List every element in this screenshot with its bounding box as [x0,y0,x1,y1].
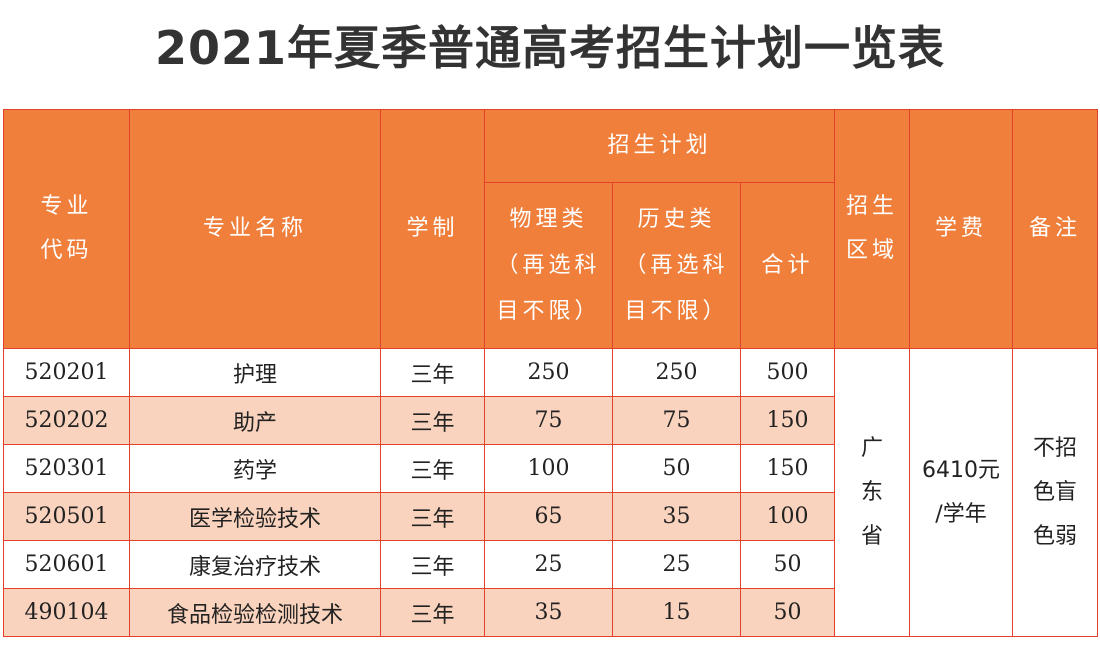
cell-code: 520201 [3,348,130,397]
cell-tuition: 6410元 /学年 [909,348,1014,637]
cell-total: 150 [739,396,836,445]
cell-code: 520301 [3,444,130,493]
cell-physics: 75 [484,396,613,445]
cell-history: 75 [612,396,741,445]
cell-name: 助产 [129,396,381,445]
table-row: 520601 康复治疗技术 三年 25 25 50 [3,540,1098,589]
cell-duration: 三年 [380,396,485,445]
header-major-code: 专业 代码 [3,109,130,349]
cell-history: 15 [612,588,741,637]
enrollment-plan-table: 专业 代码 专业名称 学制 招生计划 招生 区域 学费 备注 物理类 （再选科 … [3,109,1099,637]
cell-code: 520601 [3,540,130,589]
cell-name: 食品检验检测技术 [129,588,381,637]
cell-history: 35 [612,492,741,541]
cell-name: 康复治疗技术 [129,540,381,589]
header-region: 招生 区域 [834,109,911,349]
table-row: 490104 食品检验检测技术 三年 35 15 50 [3,588,1098,637]
header-tuition: 学费 [909,109,1014,349]
cell-total: 50 [739,540,836,589]
cell-physics: 65 [484,492,613,541]
page-title: 2021年夏季普通高考招生计划一览表 [154,21,946,75]
cell-total: 150 [739,444,836,493]
cell-code: 520501 [3,492,130,541]
cell-total: 50 [739,588,836,637]
header-enrollment-plan: 招生计划 [483,109,836,183]
cell-history: 25 [612,540,741,589]
table-row: 520202 助产 三年 75 75 150 [3,396,1098,445]
cell-duration: 三年 [380,492,485,541]
cell-physics: 25 [484,540,613,589]
cell-name: 护理 [129,348,381,397]
header-remarks: 备注 [1012,109,1099,349]
cell-duration: 三年 [380,444,485,493]
header-duration: 学制 [380,109,485,349]
header-physics: 物理类 （再选科 目不限） [484,182,613,349]
cell-name: 药学 [129,444,381,493]
cell-code: 520202 [3,396,130,445]
cell-duration: 三年 [380,348,485,397]
cell-duration: 三年 [380,540,485,589]
header-history: 历史类 （再选科 目不限） [612,182,741,349]
header-total: 合计 [739,182,836,349]
cell-duration: 三年 [380,588,485,637]
cell-history: 50 [612,444,741,493]
table-row: 520201 护理 三年 250 250 500 广 东 省 6410元 /学年… [3,348,1099,637]
cell-name: 医学检验技术 [129,492,381,541]
cell-physics: 250 [484,348,613,397]
table-row: 520501 医学检验技术 三年 65 35 100 [3,492,1098,541]
cell-physics: 35 [484,588,613,637]
cell-region: 广 东 省 [834,348,911,637]
cell-history: 250 [612,348,741,397]
cell-total: 500 [739,348,836,397]
header-major-name: 专业名称 [129,109,381,349]
cell-total: 100 [739,492,836,541]
cell-physics: 100 [484,444,613,493]
cell-remarks: 不招 色盲 色弱 [1012,348,1099,637]
cell-code: 490104 [3,588,130,637]
